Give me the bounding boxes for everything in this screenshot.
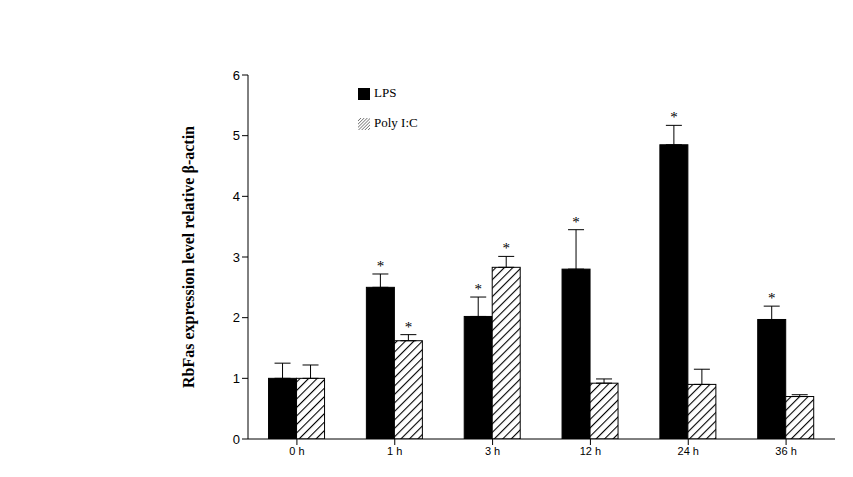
svg-text:24 h: 24 h <box>678 445 699 457</box>
svg-text:4: 4 <box>233 189 240 204</box>
svg-text:36 h: 36 h <box>775 445 796 457</box>
svg-text:*: * <box>474 281 482 297</box>
svg-text:1: 1 <box>233 371 240 386</box>
html-text:Poly I:C: Poly I:C <box>374 115 418 130</box>
svg-text:3: 3 <box>233 250 240 265</box>
svg-text:RbFas expression level relativ: RbFas expression level relative β-actin <box>180 126 198 388</box>
svg-text:*: * <box>502 240 510 256</box>
svg-text:12 h: 12 h <box>580 445 601 457</box>
svg-text:0: 0 <box>233 432 240 447</box>
svg-text:*: * <box>768 290 776 306</box>
svg-text:0 h: 0 h <box>289 445 304 457</box>
svg-text:2: 2 <box>233 310 240 325</box>
svg-text:1 h: 1 h <box>387 445 402 457</box>
svg-text:*: * <box>670 109 678 125</box>
svg-text:3 h: 3 h <box>485 445 500 457</box>
svg-text:6: 6 <box>233 68 240 83</box>
svg-text:*: * <box>572 214 580 230</box>
svg-text:*: * <box>405 319 413 335</box>
svg-text:*: * <box>377 258 385 274</box>
svg-text:5: 5 <box>233 128 240 143</box>
html-text:LPS: LPS <box>374 85 397 100</box>
